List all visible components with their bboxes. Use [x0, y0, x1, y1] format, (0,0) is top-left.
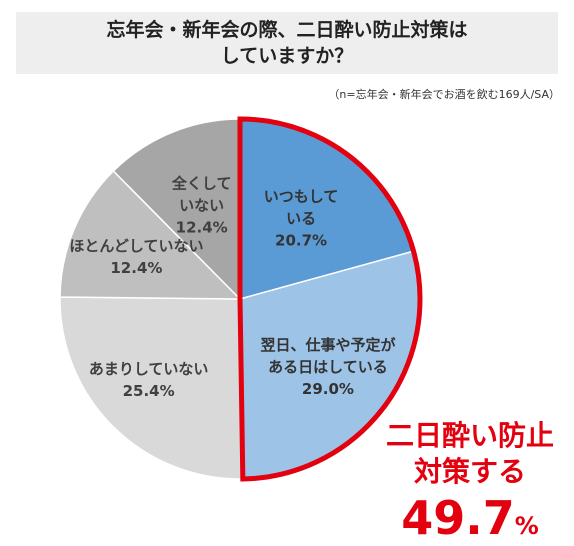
callout-label-line-2: 対策する	[413, 455, 526, 488]
callout-label-line-1: 二日酔い防止	[385, 419, 554, 452]
chart-title-box: 忘年会・新年会の際、二日酔い防止対策は していますか？	[16, 12, 558, 74]
callout-unit: %	[514, 512, 539, 540]
slice-value-label-2: 25.4%	[123, 382, 175, 400]
sample-note: （n=忘年会・新年会でお酒を飲む169人/SA）	[328, 88, 560, 101]
slice-category-label-1: ある日はしている	[268, 358, 388, 376]
slice-category-label-3: ほとんどしていない	[69, 237, 203, 255]
slice-category-label-4: いない	[179, 196, 224, 214]
slice-category-label-2: あまりしていない	[89, 360, 209, 378]
chart-title-line-2: していますか？	[220, 45, 354, 67]
pie-slice-3	[59, 169, 242, 300]
slice-category-label-0: いる	[286, 209, 316, 227]
slice-value-label-4: 12.4%	[176, 218, 228, 236]
slice-value-label-1: 29.0%	[302, 380, 354, 398]
slice-value-label-0: 20.7%	[275, 231, 327, 249]
highlight-outline	[237, 116, 423, 482]
callout-value-line: 49.7%	[401, 491, 539, 545]
slice-category-label-0: いつもして	[264, 187, 339, 205]
pie-slice-4	[112, 118, 241, 301]
slice-category-label-1: 翌日、仕事や予定が	[260, 336, 396, 354]
highlight-callout: 二日酔い防止 対策する 49.7%	[375, 418, 565, 546]
pie-slice-2	[59, 296, 244, 480]
callout-value: 49.7	[401, 491, 515, 545]
chart-title-line-1: 忘年会・新年会の際、二日酔い防止対策は	[106, 19, 468, 41]
slice-category-label-4: 全くして	[171, 174, 232, 192]
slice-value-label-3: 12.4%	[110, 259, 162, 277]
